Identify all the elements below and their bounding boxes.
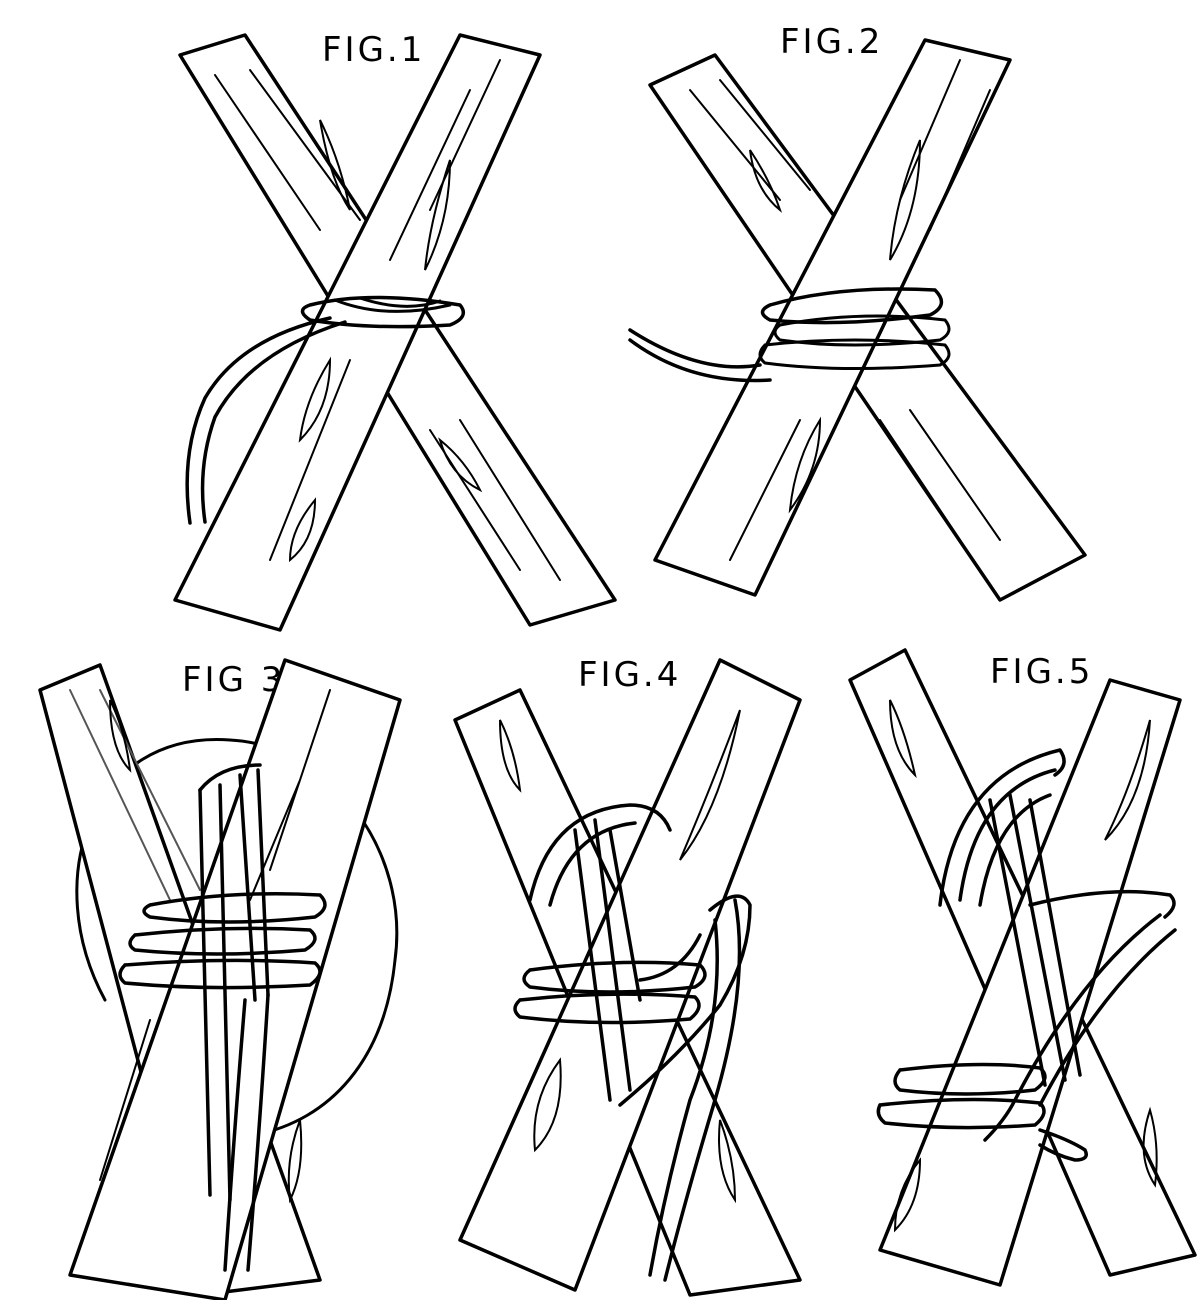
fig-3-front-pole	[68, 658, 402, 1300]
fig-1-drawing	[173, 33, 617, 632]
fig-2-drawing	[628, 38, 1087, 602]
fig-1-label: FIG.1	[322, 30, 426, 70]
fig-5-drawing	[848, 648, 1197, 1287]
fig-1-rope	[185, 295, 466, 525]
fig-4-label: FIG.4	[578, 655, 682, 695]
fig-4-drawing	[453, 658, 802, 1297]
fig-4-front-pole	[458, 658, 802, 1292]
fig-2-rope	[628, 287, 951, 383]
fig-2-label: FIG.2	[780, 22, 884, 62]
fig-3-label: FIG 3	[182, 660, 286, 700]
fig-5-front-pole	[878, 678, 1182, 1287]
fig-4-rope	[513, 803, 752, 1282]
fig-3-drawing	[38, 658, 402, 1300]
fig-1-front-pole	[173, 33, 542, 632]
fig-5-rope	[876, 748, 1177, 1162]
fig-5-label: FIG.5	[990, 652, 1094, 692]
fig-3-rope	[118, 763, 327, 1272]
